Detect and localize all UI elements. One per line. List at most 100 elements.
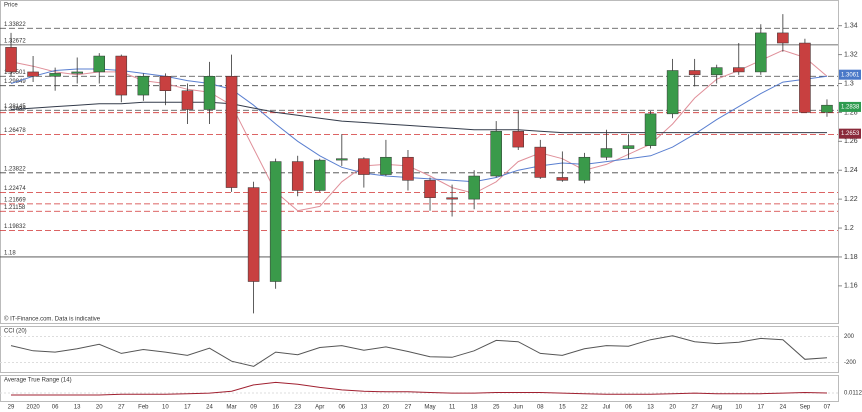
level-label: 1.21158	[4, 205, 26, 211]
candle-body	[468, 175, 480, 200]
candle-body	[490, 130, 502, 177]
level-label: 1.23822	[4, 166, 26, 172]
level-label: 1.21669	[4, 197, 26, 203]
candle-body	[27, 71, 39, 77]
x-tick-label: 07	[824, 405, 831, 411]
x-tick-label: 2020	[26, 405, 40, 411]
x-tick-label: 08	[537, 405, 544, 411]
x-tick-label: 18	[471, 405, 478, 411]
candle-body	[71, 71, 83, 74]
x-tick-label: 06	[625, 405, 632, 411]
price-label: 1.3061	[841, 72, 860, 78]
y-tick-label: 1.22	[844, 196, 858, 203]
candle-body	[424, 180, 436, 198]
candle-body	[49, 73, 61, 77]
x-tick-label: 16	[272, 405, 279, 411]
candle-body	[336, 158, 348, 161]
y-tick-label: 1.34	[844, 23, 858, 30]
x-tick-label: 10	[735, 405, 742, 411]
candle-body	[777, 32, 789, 44]
x-tick-label: 27	[118, 405, 125, 411]
x-tick-label: 13	[74, 405, 81, 411]
price-label: 1.2838	[841, 104, 860, 110]
x-tick-label: 22	[581, 405, 588, 411]
source-note: © IT-Finance.com. Data is indicative	[4, 316, 101, 323]
y-tick-label: 200	[844, 334, 855, 340]
y-tick-label: 0.0112	[844, 391, 862, 397]
panel-title: Price	[4, 3, 18, 9]
candle-body	[556, 177, 569, 181]
x-tick-label: 15	[559, 405, 566, 411]
candle-body	[821, 104, 833, 113]
x-tick-label: 25	[493, 405, 500, 411]
candle-body	[269, 161, 282, 282]
y-tick-label: -200	[844, 360, 857, 366]
y-tick-label: 1.26	[844, 138, 858, 145]
x-tick-label: 17	[184, 405, 191, 411]
level-label: 1.28145	[4, 104, 26, 110]
candle-body	[225, 76, 238, 188]
x-tick-label: 06	[52, 405, 59, 411]
candle-body	[137, 76, 150, 96]
x-tick-label: 24	[780, 405, 787, 411]
price-box	[839, 101, 861, 112]
candle-body	[380, 156, 392, 175]
x-tick-label: 27	[405, 405, 412, 411]
price-panel	[0, 0, 839, 324]
level-label: 1.32672	[4, 38, 26, 44]
x-tick-label: 20	[383, 405, 390, 411]
level-label: 1.22474	[4, 186, 26, 192]
moving-average	[10, 68, 828, 183]
candle-body	[93, 55, 106, 73]
cci-title: CCI (20)	[4, 329, 27, 335]
candle-body	[644, 113, 657, 146]
level-label: 1.33822	[4, 22, 26, 28]
cci-line	[10, 335, 828, 367]
cci-panel	[0, 326, 839, 373]
x-tick-label: 29	[8, 405, 15, 411]
candle-body	[578, 156, 591, 181]
candle-body	[666, 70, 679, 115]
level-label: 1.30501	[4, 70, 26, 76]
x-tick-label: 13	[361, 405, 368, 411]
x-tick-label: 24	[206, 405, 213, 411]
candle-body	[755, 32, 767, 73]
candle-body	[203, 76, 216, 110]
x-tick-label: Apr	[315, 405, 324, 411]
candle-body	[402, 156, 414, 181]
x-tick-label: 13	[647, 405, 654, 411]
x-tick-label: Sep	[800, 405, 811, 411]
atr-panel	[0, 375, 839, 402]
candle-body	[622, 145, 635, 149]
candle-body	[600, 148, 613, 158]
candle-body	[291, 161, 304, 191]
x-tick-label: Mar	[226, 405, 236, 411]
x-tick-label: Feb	[138, 405, 149, 411]
candle-body	[710, 67, 723, 76]
candle-body	[181, 90, 194, 110]
moving-average	[10, 101, 827, 134]
candle-body	[247, 187, 260, 282]
x-tick-label: 06	[338, 405, 345, 411]
y-tick-label: 1.2	[844, 225, 854, 232]
candle-body	[512, 130, 525, 148]
candle-body	[115, 55, 128, 96]
price-label: 1.2653	[841, 131, 860, 137]
x-tick-label: Aug	[711, 405, 722, 411]
x-tick-label: 23	[294, 405, 301, 411]
x-tick-label: Jul	[603, 405, 611, 411]
candle-body	[314, 159, 326, 191]
candle-body	[688, 70, 701, 76]
x-tick-label: May	[424, 405, 435, 411]
candle-body	[5, 47, 17, 73]
x-tick-label: 20	[96, 405, 103, 411]
level-label: 1.19832	[4, 224, 26, 230]
level-label: 1.26478	[4, 128, 26, 134]
y-tick-label: 1.18	[844, 254, 858, 261]
y-tick-label: 1.24	[844, 167, 858, 174]
x-tick-label: Jun	[513, 405, 523, 411]
candle-body	[159, 76, 172, 91]
x-tick-label: 20	[669, 405, 676, 411]
